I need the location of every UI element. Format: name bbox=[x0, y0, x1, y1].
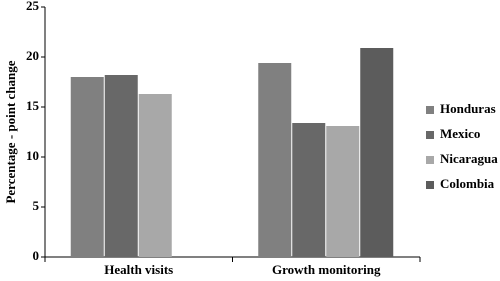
y-axis-label: Percentage - point change bbox=[3, 60, 18, 203]
bar bbox=[104, 75, 138, 257]
bar bbox=[360, 48, 394, 257]
bar bbox=[138, 94, 172, 257]
y-tick-label: 20 bbox=[26, 48, 39, 63]
bar bbox=[326, 126, 360, 257]
y-tick-label: 0 bbox=[33, 248, 40, 263]
legend-label: Nicaragua bbox=[440, 151, 498, 166]
y-tick-label: 10 bbox=[26, 148, 39, 163]
legend-swatch bbox=[426, 131, 434, 139]
bar bbox=[70, 77, 104, 257]
legend-label: Mexico bbox=[440, 126, 480, 141]
legend-label: Colombia bbox=[440, 176, 495, 191]
y-tick-label: 5 bbox=[33, 198, 40, 213]
x-tick-label: Health visits bbox=[104, 262, 173, 277]
y-tick-label: 15 bbox=[26, 98, 40, 113]
legend-swatch bbox=[426, 156, 434, 164]
legend-label: Honduras bbox=[440, 101, 496, 116]
y-tick-label: 25 bbox=[26, 0, 40, 13]
x-tick-label: Growth monitoring bbox=[272, 262, 381, 277]
legend-swatch bbox=[426, 106, 434, 114]
bar bbox=[258, 63, 292, 257]
legend-swatch bbox=[426, 181, 434, 189]
bar bbox=[292, 123, 326, 257]
